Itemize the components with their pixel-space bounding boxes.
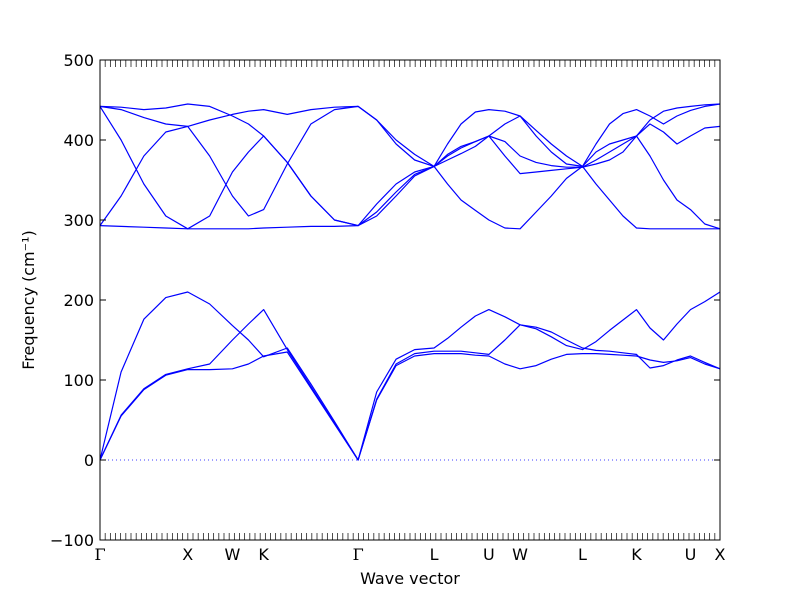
x-tick-label: K xyxy=(258,545,269,564)
band-line-3 xyxy=(99,291,721,461)
x-tick-label: Γ xyxy=(353,545,364,564)
y-tick-label: 500 xyxy=(63,51,94,70)
y-tick-labels: −100 0 100 200 300 400 500 xyxy=(50,51,94,550)
band-line-2 xyxy=(99,291,721,461)
y-tick-label: 100 xyxy=(63,371,94,390)
band-line-1 xyxy=(99,351,721,461)
band-line-4 xyxy=(99,165,720,230)
x-tick-label: U xyxy=(685,545,697,564)
y-tick-label: −100 xyxy=(50,531,94,550)
band-line-8 xyxy=(99,103,721,227)
x-tick-label: Γ xyxy=(94,545,105,564)
y-tick-label: 0 xyxy=(84,451,94,470)
x-tick-label: L xyxy=(430,545,439,564)
y-tick-label: 400 xyxy=(63,131,94,150)
y-tick-label: 200 xyxy=(63,291,94,310)
x-tick-label: W xyxy=(512,545,528,564)
x-tick-label: U xyxy=(483,545,495,564)
x-tick-label: W xyxy=(225,545,241,564)
x-tick-label: K xyxy=(631,545,642,564)
band-line-7 xyxy=(99,103,721,167)
x-tick-label: L xyxy=(578,545,587,564)
phonon-bands xyxy=(99,103,721,461)
y-axis-label: Frequency (cm⁻¹) xyxy=(19,230,38,369)
plot-frame xyxy=(99,59,721,541)
x-tick-label: X xyxy=(182,545,193,564)
x-axis-label: Wave vector xyxy=(360,569,460,588)
x-tick-label: X xyxy=(715,545,726,564)
tick-marks xyxy=(100,59,720,541)
y-tick-label: 300 xyxy=(63,211,94,230)
